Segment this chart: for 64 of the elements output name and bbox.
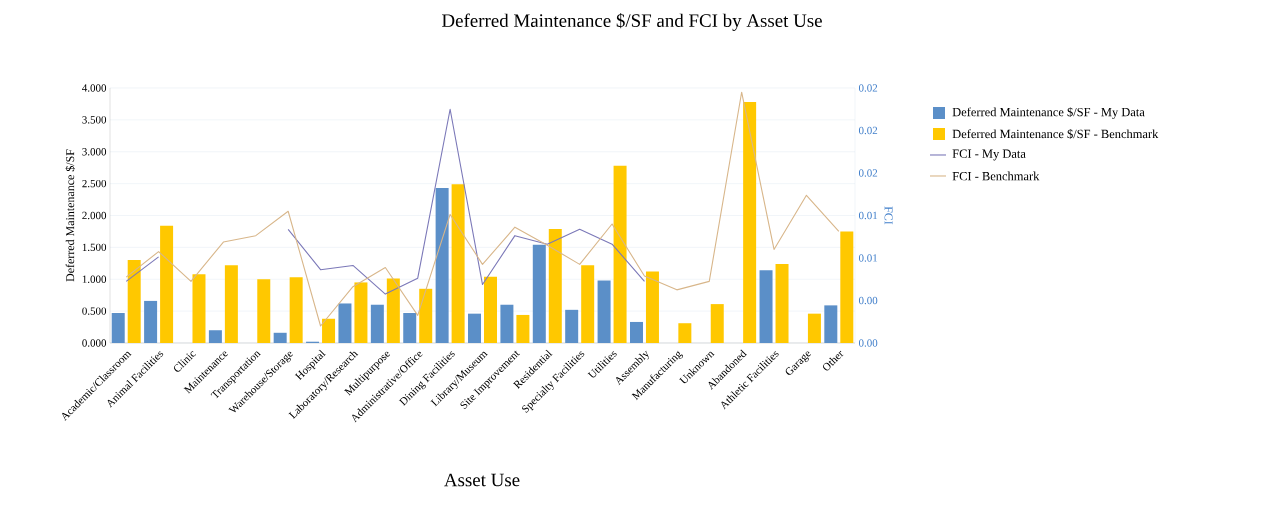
y2-tick-label: 0.00: [858, 296, 878, 305]
bar: [597, 280, 611, 343]
y2-tick-label: 0.00: [858, 339, 878, 347]
bar: [710, 304, 724, 343]
y-tick-label: 2.000: [82, 211, 107, 220]
bar: [419, 288, 433, 343]
bar: [743, 102, 757, 343]
bar: [581, 265, 595, 343]
bar: [257, 279, 271, 343]
bar: [565, 309, 579, 343]
bar: [354, 282, 368, 343]
bar: [807, 313, 821, 343]
y-tick-label: 0.500: [82, 307, 107, 315]
y2-tick-label: 0.01: [858, 254, 878, 262]
legend-label: FCI - Benchmark: [952, 171, 1040, 181]
bar: [192, 274, 206, 343]
y2-tick-label: 0.01: [858, 211, 878, 220]
bar: [160, 225, 174, 343]
bar: [629, 321, 643, 343]
bar: [224, 265, 238, 343]
y-tick-label: 3.500: [82, 116, 107, 124]
x-axis-title: Asset Use: [444, 473, 520, 487]
bar: [645, 271, 659, 343]
bar: [484, 276, 498, 343]
y-tick-label: 0.000: [82, 339, 107, 347]
legend-label: Deferred Maintenance $/SF - My Data: [952, 107, 1145, 119]
bar: [322, 318, 336, 343]
bar: [678, 323, 692, 343]
bar: [208, 330, 222, 343]
bar: [386, 278, 400, 343]
legend-label: FCI - My Data: [952, 149, 1026, 161]
bar: [435, 188, 449, 343]
bar: [468, 313, 482, 343]
y2-tick-label: 0.02: [858, 84, 878, 92]
line-series: [125, 91, 840, 327]
y-axis-title: Deferred Maintenance $/SF: [65, 149, 75, 282]
legend-label: Deferred Maintenance $/SF - Benchmark: [952, 129, 1159, 139]
bar: [144, 300, 158, 343]
y-tick-label: 1.500: [82, 243, 107, 252]
chart-title: Deferred Maintenance $/SF and FCI by Asset Use: [441, 13, 822, 31]
bar: [824, 305, 838, 343]
bar: [613, 165, 627, 343]
y-tick-label: 4.000: [82, 84, 107, 92]
bar: [451, 184, 465, 343]
bar: [273, 332, 287, 343]
bar: [775, 263, 789, 343]
bar: [532, 244, 546, 343]
bar: [289, 277, 303, 343]
bar: [370, 304, 384, 343]
y-tick-label: 2.500: [82, 179, 107, 188]
y-tick-label: 3.000: [82, 148, 107, 156]
y2-tick-label: 0.02: [858, 126, 878, 135]
bar: [111, 313, 125, 343]
bar: [403, 313, 417, 343]
y2-axis-title: FCI: [884, 206, 893, 225]
y-tick-label: 1.000: [82, 275, 107, 283]
bar: [127, 260, 141, 343]
bar: [338, 303, 352, 343]
y2-tick-label: 0.02: [858, 169, 878, 177]
bar: [840, 231, 854, 343]
bar: [759, 270, 773, 343]
bar: [548, 228, 562, 343]
bar: [500, 304, 514, 343]
bar: [516, 314, 530, 343]
